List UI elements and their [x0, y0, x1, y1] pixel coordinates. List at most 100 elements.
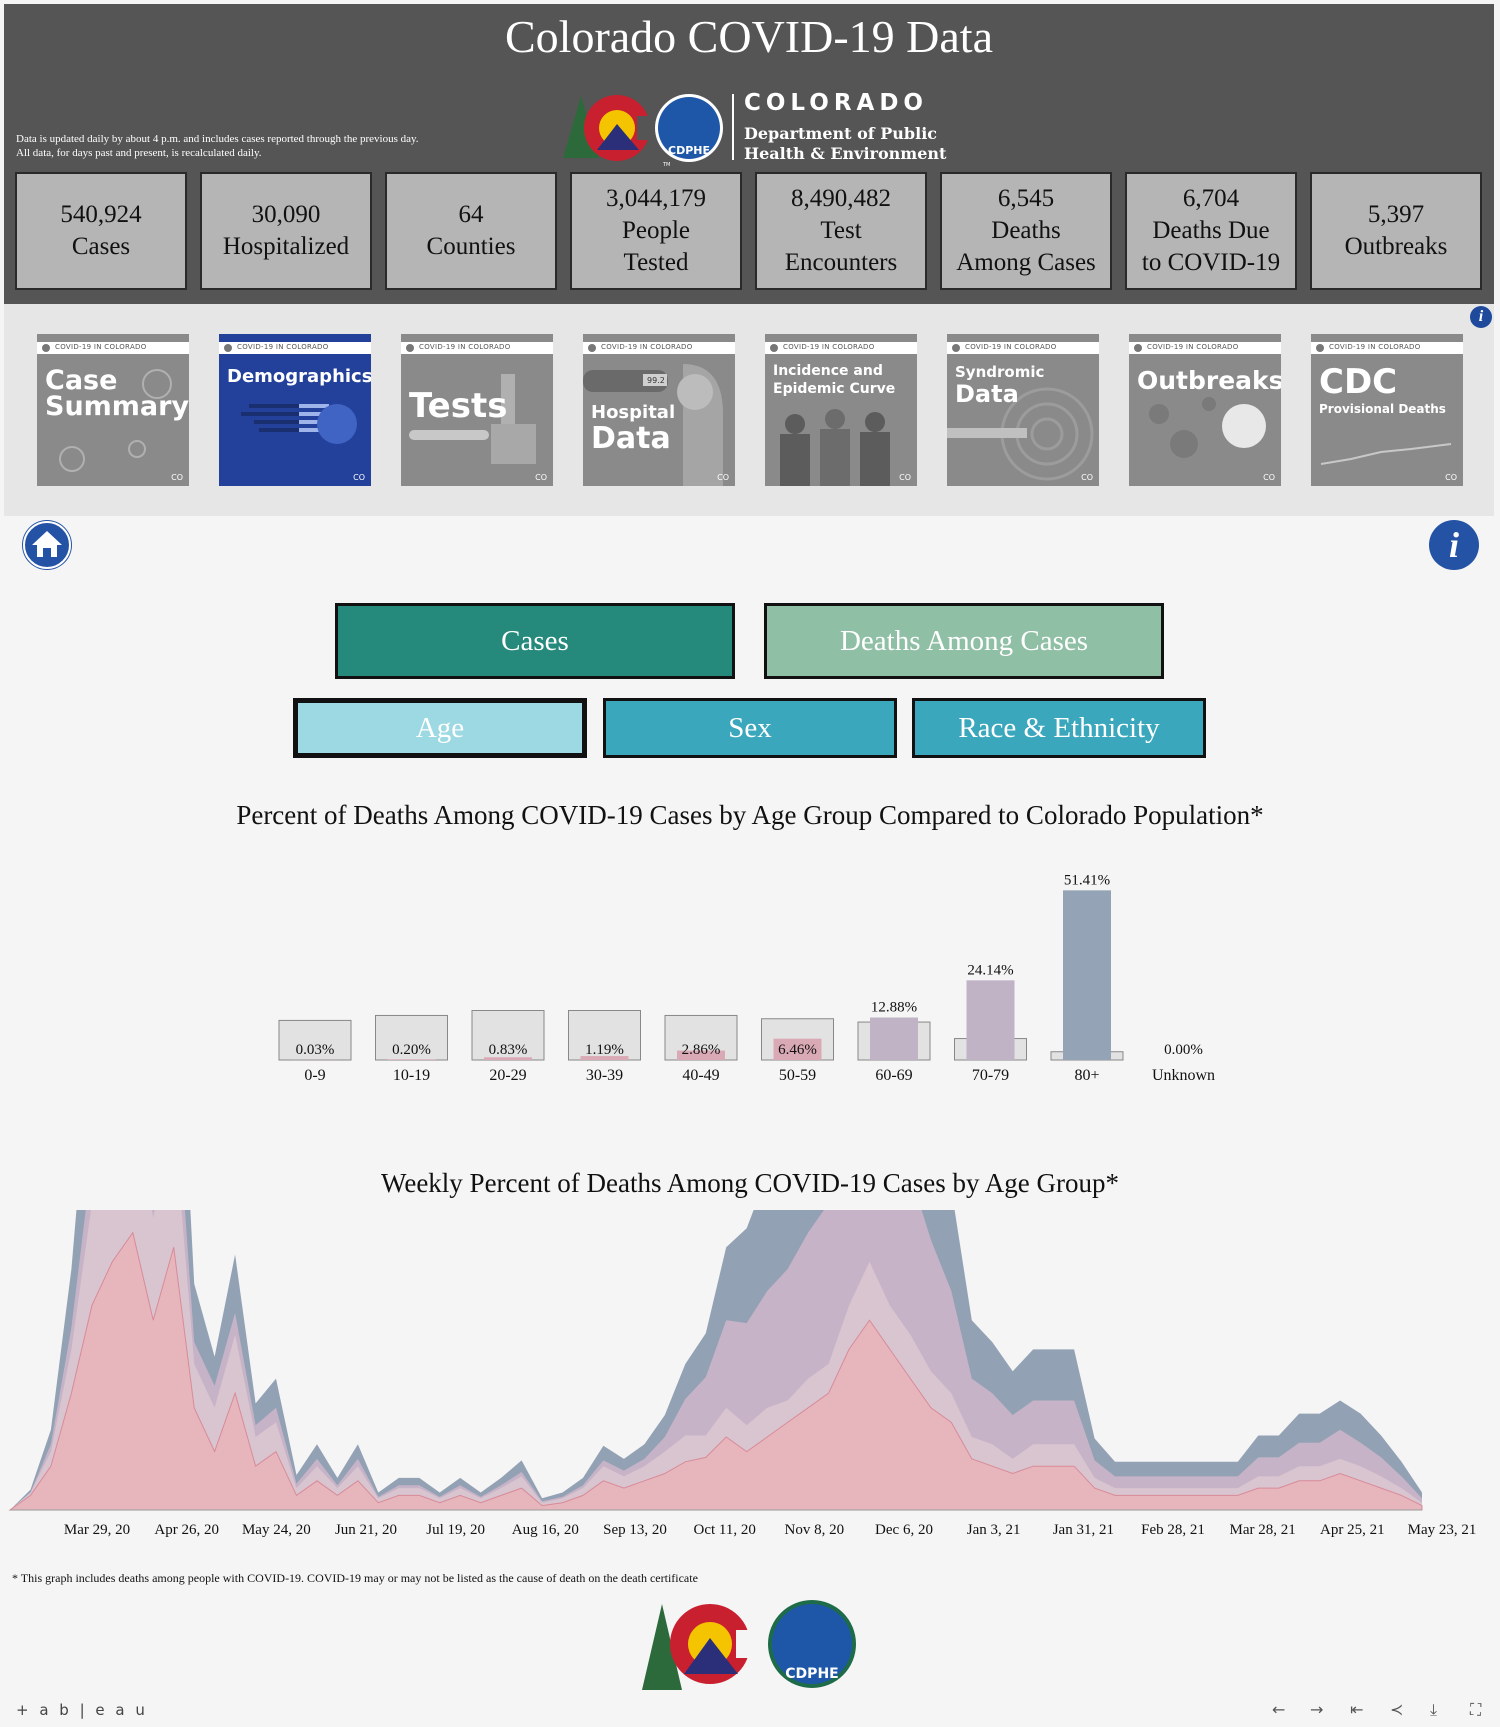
death-bar: [966, 980, 1015, 1060]
bar-data-label: 1.19%: [585, 1042, 624, 1058]
death-bar: [580, 1056, 629, 1060]
tile-mini-logo: CO: [717, 473, 729, 482]
tile-banner: COVID-19 IN COLORADO: [419, 343, 511, 351]
x-tick-label: Sep 13, 20: [603, 1522, 667, 1538]
tile-banner: COVID-19 IN COLORADO: [55, 343, 147, 351]
bar-category-label: 70-79: [972, 1067, 1009, 1084]
population-pyramid-icon: [241, 404, 357, 444]
logo-dept: Department of Public Health & Environmen…: [744, 124, 946, 164]
share-icon[interactable]: ≺: [1390, 1700, 1404, 1719]
death-bar: [870, 1017, 918, 1060]
info-icon[interactable]: i: [1470, 306, 1492, 328]
logo-dept-line1: Department of Public: [744, 124, 938, 143]
back-icon[interactable]: ←: [1272, 1700, 1286, 1719]
bar-category-label: 50-59: [779, 1067, 816, 1084]
stat-label2: Encounters: [784, 249, 898, 276]
tile-mini-logo: CO: [1445, 473, 1457, 482]
bar-category-label: 0-9: [304, 1067, 325, 1084]
tile-title-line1: Incidence and: [773, 363, 883, 379]
tile-syndromic-data[interactable]: COVID-19 IN COLORADO Syndromic Data CO: [947, 334, 1099, 486]
tile-title: Hospital Data: [591, 402, 675, 454]
tile-demographics[interactable]: COVID-19 IN COLORADO Demographics CO: [219, 334, 371, 486]
tile-banner: COVID-19 IN COLORADO: [601, 343, 693, 351]
tile-title: Outbreaks: [1137, 366, 1281, 395]
tile-title-line1: Case: [45, 365, 118, 396]
tile-mini-logo: CO: [171, 473, 183, 482]
bar-category-label: 80+: [1074, 1067, 1099, 1084]
stat-label: Deaths: [991, 217, 1061, 244]
bar-data-label: 2.86%: [682, 1042, 721, 1058]
cases-button[interactable]: Cases: [335, 603, 735, 679]
stat-test-encounters: 8,490,482 Test Encounters: [755, 172, 927, 290]
x-tick-label: May 24, 20: [242, 1522, 311, 1538]
stat-value: 6,545: [997, 185, 1055, 212]
tile-tests[interactable]: COVID-19 IN COLORADO Tests CO: [401, 334, 553, 486]
globe-virus-icon: [1149, 397, 1266, 458]
tile-thermometer-reading: 99.2: [647, 376, 665, 385]
x-tick-label: Mar 29, 20: [64, 1522, 130, 1538]
population-bar: [375, 1014, 448, 1061]
tile-incidence-epidemic-curve[interactable]: COVID-19 IN COLORADO Incidence and Epide…: [765, 334, 917, 486]
x-tick-label: Nov 8, 20: [785, 1522, 845, 1538]
deaths-among-cases-button[interactable]: Deaths Among Cases: [764, 603, 1164, 679]
bar-category-label: 10-19: [393, 1067, 430, 1084]
stat-value: 30,090: [251, 201, 321, 228]
colorado-c-logo-icon: CDPHE TM: [563, 94, 734, 168]
tile-banner: COVID-19 IN COLORADO: [1329, 343, 1421, 351]
update-note-line1: Data is updated daily by about 4 p.m. an…: [16, 133, 419, 145]
race-ethnicity-tab[interactable]: Race & Ethnicity: [912, 698, 1206, 758]
stat-label: Counties: [426, 233, 516, 260]
age-tab[interactable]: Age: [293, 698, 587, 758]
forward-icon[interactable]: →: [1310, 1700, 1324, 1719]
home-icon: [23, 521, 71, 569]
death-bar: [677, 1050, 725, 1060]
tile-title: Syndromic Data: [955, 362, 1044, 406]
tableau-brand[interactable]: + a b | e a u: [16, 1701, 148, 1719]
download-icon[interactable]: ⤓: [1430, 1700, 1438, 1719]
x-tick-label: Jul 19, 20: [426, 1522, 485, 1538]
fullscreen-icon[interactable]: ⛶: [1470, 1700, 1482, 1719]
tile-mini-logo: CO: [535, 473, 547, 482]
tile-title-line2: Summary: [45, 391, 189, 422]
bar-data-label: 6.46%: [778, 1042, 817, 1058]
stat-deaths-due-to-covid: 6,704 Deaths Due to COVID-19: [1125, 172, 1297, 290]
tile-title-line2: Data: [955, 380, 1019, 408]
death-bar: [484, 1057, 532, 1060]
logo-dept-line2: Health & Environment: [744, 144, 947, 163]
bar-category-label: 20-29: [489, 1067, 526, 1084]
stat-value: 540,924: [60, 201, 142, 228]
tile-case-summary[interactable]: COVID-19 IN COLORADO Case Summary CO: [37, 334, 189, 486]
bottom-logo-badge: CDPHE: [785, 1666, 838, 1682]
thermometer-target-icon: [947, 387, 1094, 481]
logo-badge: CDPHE: [668, 144, 710, 157]
crowd-icon: [780, 409, 890, 486]
x-tick-label: Jan 31, 21: [1053, 1522, 1114, 1538]
revert-icon[interactable]: ⇤: [1350, 1700, 1364, 1719]
bar-category-label: 60-69: [875, 1067, 912, 1084]
footnote: * This graph includes deaths among peopl…: [12, 1571, 698, 1585]
logo-tm: TM: [662, 162, 670, 168]
stat-label: Deaths Due: [1152, 217, 1270, 244]
x-tick-label: Aug 16, 20: [512, 1522, 579, 1538]
stat-label2: to COVID-19: [1141, 249, 1281, 276]
info-button[interactable]: i: [1429, 520, 1479, 570]
tile-cdc-provisional-deaths[interactable]: COVID-19 IN COLORADO CDC Provisional Dea…: [1311, 334, 1463, 486]
stat-label: Hospitalized: [222, 233, 350, 260]
bar-category-label: Unknown: [1152, 1067, 1215, 1084]
tile-hospital-data[interactable]: COVID-19 IN COLORADO 99.2 Hospital Data …: [583, 334, 735, 486]
bar-data-label: 24.14%: [967, 962, 1013, 978]
tile-outbreaks[interactable]: COVID-19 IN COLORADO Outbreaks CO: [1129, 334, 1281, 486]
x-tick-label: May 23, 21: [1408, 1522, 1477, 1538]
tile-banner: COVID-19 IN COLORADO: [237, 343, 329, 351]
home-button[interactable]: [22, 520, 72, 570]
stat-label: People: [621, 217, 691, 244]
stat-label2: Among Cases: [956, 249, 1096, 276]
tile-banner: COVID-19 IN COLORADO: [783, 343, 875, 351]
stat-value: 6,704: [1182, 185, 1240, 212]
sex-tab[interactable]: Sex: [603, 698, 897, 758]
stat-label: Cases: [71, 233, 131, 260]
bar-data-label: 0.83%: [489, 1042, 528, 1058]
age-bar-chart-title: Percent of Deaths Among COVID-19 Cases b…: [236, 800, 1264, 830]
stat-outbreaks: 5,397 Outbreaks: [1310, 172, 1482, 290]
colorado-cdphe-logo-icon: CDPHE: [642, 1600, 856, 1690]
